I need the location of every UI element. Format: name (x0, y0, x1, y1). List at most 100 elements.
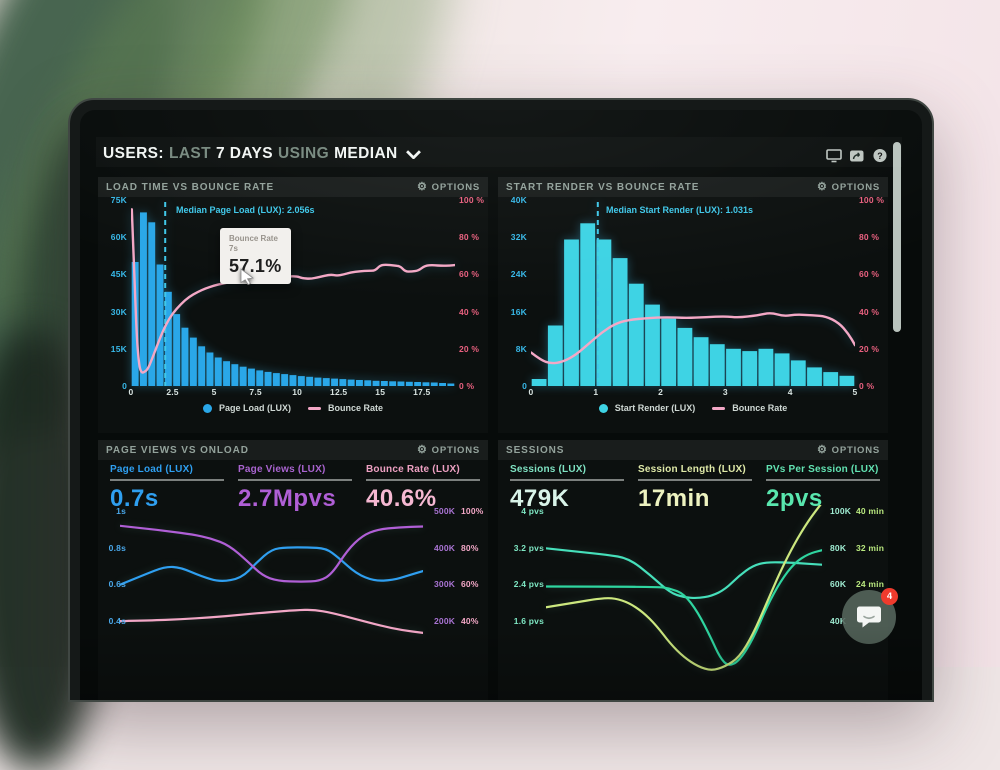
options-button[interactable]: ⚙ OPTIONS (417, 182, 480, 193)
chart-canvas[interactable] (131, 200, 455, 386)
chart-tooltip: Bounce Rate 7s 57.1% (220, 228, 291, 284)
metric-page-views: Page Views (LUX) 2.7Mpvs (238, 464, 352, 513)
axis-tick-label: 0 (128, 387, 134, 397)
metric-underline (366, 479, 480, 481)
axis-tick-label: 0.6s (108, 579, 126, 589)
options-button[interactable]: ⚙ OPTIONS (817, 445, 880, 456)
axis-tick-label: 100 % (859, 195, 885, 205)
chat-bubble-icon (857, 606, 881, 628)
axis-tick-label: 500K (434, 506, 456, 516)
y-axis-left: 40K 32K 24K 16K 8K 0 (498, 195, 527, 433)
axis-tick-label: 1.6 pvs (513, 615, 544, 626)
axis-tick-label: 40 % (859, 306, 880, 317)
mouse-cursor-icon (240, 268, 255, 285)
metric-value: 17min (638, 484, 710, 512)
axis-tick-label: 0 (122, 381, 127, 391)
axis-tick-label: 80 % (859, 232, 880, 243)
y-axis-left: 4 pvs 3.2 pvs 2.4 pvs 1.6 pvs (498, 460, 544, 700)
chart-canvas[interactable] (120, 505, 423, 675)
header-icons: ? (826, 148, 888, 163)
axis-tick-label: 60K (110, 232, 127, 243)
axis-tick-label: 60 % (459, 269, 480, 280)
options-button[interactable]: ⚙ OPTIONS (817, 182, 880, 193)
help-icon[interactable]: ? (872, 148, 888, 163)
tooltip-series: Bounce Rate (229, 234, 278, 243)
axis-tick-label: 45K (110, 269, 127, 280)
legend-label: Bounce Rate (328, 403, 384, 413)
gear-icon: ⚙ (816, 181, 828, 193)
legend-dot (202, 403, 212, 413)
chart-legend: Start Render (LUX) Bounce Rate (531, 403, 855, 413)
axis-tick-label: 2.4 pvs (513, 579, 544, 589)
median-annotation: Median Page Load (LUX): 2.056s (176, 205, 315, 215)
metric-value: 40.6% (366, 484, 437, 512)
axis-tick-label: 4 pvs (521, 506, 544, 516)
axis-tick-label: 24K (510, 269, 527, 280)
axis-tick-label: 10 (292, 387, 303, 397)
start-render-chart[interactable]: 40K 32K 24K 16K 8K 0 100 % 80 % 60 % 40 % 20 % 0 %… (498, 195, 888, 433)
axis-tick-label: 400K (434, 542, 456, 553)
metric-bounce-rate: Bounce Rate (LUX) 40.6% (366, 464, 480, 513)
chevron-down-icon (405, 149, 421, 159)
axis-tick-label: 100K (830, 506, 852, 516)
gear-icon: ⚙ (416, 444, 428, 456)
axis-tick-label: 20 % (859, 343, 880, 354)
axis-tick-label: 17.5 (413, 387, 431, 397)
axis-tick-label: 40 % (459, 306, 480, 317)
axis-tick-label: 200K (434, 615, 456, 626)
notification-badge: 4 (881, 588, 898, 605)
metric-label: PVs Per Session (LUX) (766, 464, 879, 475)
dashboard-screen: USERS: LAST 7 DAYS USING MEDIAN ? LOAD T… (80, 110, 922, 700)
panel-title: PAGE VIEWS VS ONLOAD (106, 444, 249, 456)
display-icon[interactable] (826, 148, 842, 163)
axis-tick-label: 16K (510, 306, 527, 317)
axis-tick-label: 75K (110, 195, 127, 205)
header-title-part: LAST (168, 145, 212, 162)
panel-header: LOAD TIME VS BOUNCE RATE ⚙ OPTIONS (98, 177, 488, 197)
axis-tick-label: 20 % (459, 343, 480, 354)
page-views-chart[interactable]: 1s 0.8s 0.6s 0.4s 500K 400K 300K 200K 100% 80% 6… (98, 460, 488, 700)
metric-underline (510, 479, 624, 481)
axis-tick-label: 12.5 (330, 387, 348, 397)
axis-tick-label: 8K (515, 343, 527, 354)
x-axis: 0 1 2 3 4 5 (498, 387, 888, 399)
axis-tick-label: 60K (830, 579, 847, 589)
share-icon[interactable] (849, 148, 865, 163)
options-button[interactable]: ⚙ OPTIONS (417, 445, 480, 456)
axis-tick-label: 0 % (859, 381, 875, 391)
header-title-part: USING (278, 145, 330, 162)
chart-canvas[interactable] (546, 505, 822, 675)
time-range-selector[interactable]: USERS: LAST 7 DAYS USING MEDIAN (103, 145, 421, 163)
axis-tick-label: 5 (211, 387, 217, 397)
metric-underline (638, 479, 752, 481)
chart-canvas[interactable] (531, 200, 855, 386)
axis-tick-label: 40 min (856, 506, 885, 516)
metric-label: Sessions (LUX) (510, 464, 587, 475)
legend-dot (598, 403, 608, 413)
axis-tick-label: 0 (528, 387, 534, 397)
axis-tick-label: 0.4s (108, 615, 126, 626)
options-label: OPTIONS (831, 181, 880, 193)
metrics-row: Sessions (LUX) 479K Session Length (LUX)… (510, 464, 880, 513)
axis-tick-label: 40% (461, 615, 479, 626)
metric-value: 0.7s (110, 484, 159, 512)
metric-value: 2.7Mpvs (238, 484, 337, 512)
legend-line (712, 406, 726, 410)
legend-label: Page Load (LUX) (218, 403, 291, 413)
metric-page-load: Page Load (LUX) 0.7s (110, 464, 224, 513)
axis-tick-label: 1s (116, 506, 126, 516)
laptop-screen: USERS: LAST 7 DAYS USING MEDIAN ? LOAD T… (68, 98, 934, 702)
metric-underline (110, 479, 224, 481)
metric-pvs-per-session: PVs Per Session (LUX) 2pvs (766, 464, 880, 513)
sessions-chart[interactable]: 4 pvs 3.2 pvs 2.4 pvs 1.6 pvs 100K 80K 60K 40K… (498, 460, 888, 700)
gear-icon: ⚙ (816, 444, 828, 456)
axis-tick-label: 2 (658, 387, 664, 397)
axis-tick-label: 3 (722, 387, 728, 397)
scrollbar-thumb[interactable] (893, 142, 901, 332)
axis-tick-label: 7.5 (249, 387, 262, 397)
metric-underline (766, 479, 880, 481)
load-time-chart[interactable]: 75K 60K 45K 30K 15K 0 100 % 80 % 60 % 40 % 20 % 0 … (98, 195, 488, 433)
metric-value: 479K (510, 484, 570, 512)
chat-button[interactable]: 4 (842, 588, 898, 644)
gear-icon: ⚙ (416, 181, 428, 193)
